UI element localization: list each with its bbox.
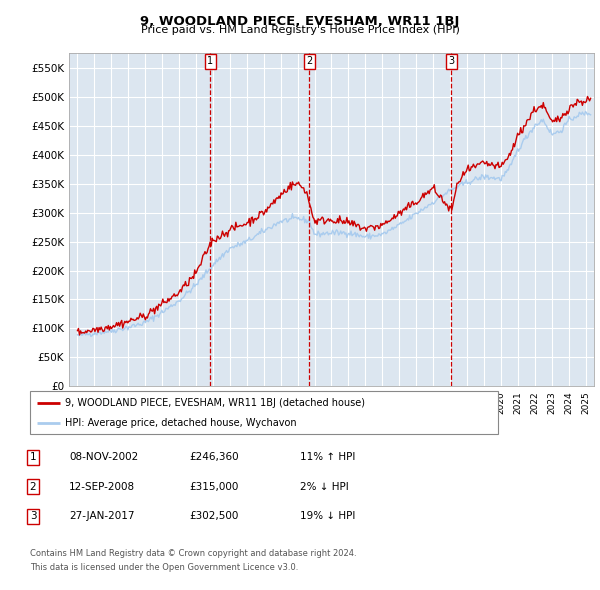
Text: £302,500: £302,500 (189, 512, 238, 521)
Text: This data is licensed under the Open Government Licence v3.0.: This data is licensed under the Open Gov… (30, 563, 298, 572)
Text: 08-NOV-2002: 08-NOV-2002 (69, 453, 138, 462)
Text: 1: 1 (208, 57, 214, 67)
Text: 9, WOODLAND PIECE, EVESHAM, WR11 1BJ (detached house): 9, WOODLAND PIECE, EVESHAM, WR11 1BJ (de… (65, 398, 365, 408)
Text: 2: 2 (29, 482, 37, 491)
Text: 11% ↑ HPI: 11% ↑ HPI (300, 453, 355, 462)
Text: 19% ↓ HPI: 19% ↓ HPI (300, 512, 355, 521)
Text: 9, WOODLAND PIECE, EVESHAM, WR11 1BJ: 9, WOODLAND PIECE, EVESHAM, WR11 1BJ (140, 15, 460, 28)
Text: £246,360: £246,360 (189, 453, 239, 462)
Text: 2: 2 (307, 57, 313, 67)
Text: Contains HM Land Registry data © Crown copyright and database right 2024.: Contains HM Land Registry data © Crown c… (30, 549, 356, 558)
Text: 3: 3 (29, 512, 37, 521)
FancyBboxPatch shape (30, 391, 498, 434)
Text: £315,000: £315,000 (189, 482, 238, 491)
Text: 12-SEP-2008: 12-SEP-2008 (69, 482, 135, 491)
Text: Price paid vs. HM Land Registry's House Price Index (HPI): Price paid vs. HM Land Registry's House … (140, 25, 460, 35)
Text: 1: 1 (29, 453, 37, 462)
Text: 2% ↓ HPI: 2% ↓ HPI (300, 482, 349, 491)
Text: HPI: Average price, detached house, Wychavon: HPI: Average price, detached house, Wych… (65, 418, 297, 428)
Text: 3: 3 (448, 57, 454, 67)
Text: 27-JAN-2017: 27-JAN-2017 (69, 512, 134, 521)
